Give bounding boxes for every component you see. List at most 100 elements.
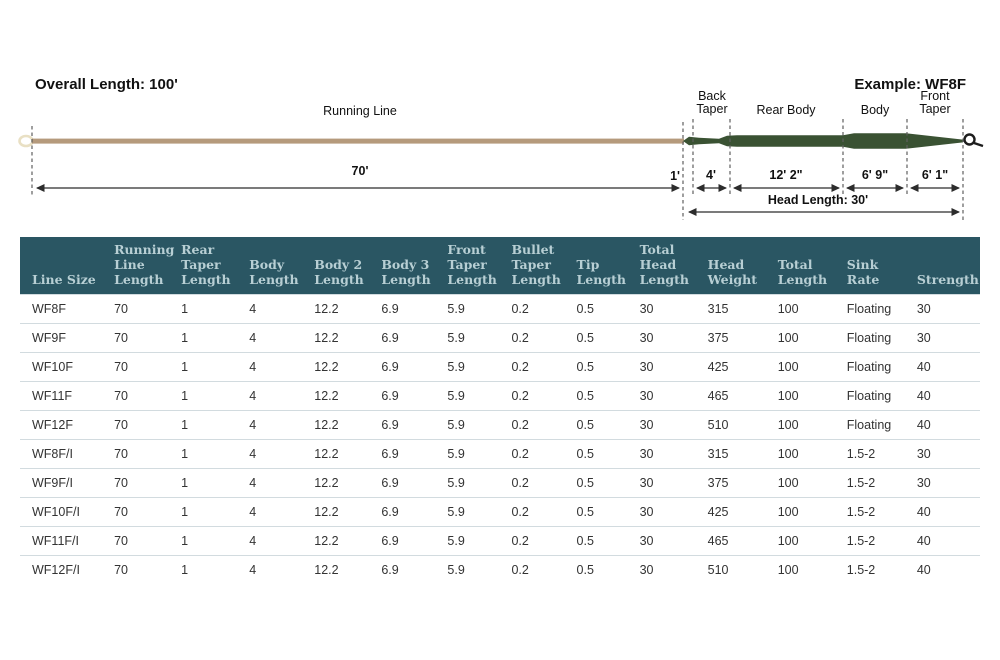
table-cell: 0.2 [499, 294, 565, 324]
table-cell: 30 [904, 323, 980, 353]
table-cell: 5.9 [435, 294, 500, 324]
table-cell: 40 [904, 381, 980, 411]
table-cell: 1 [169, 352, 238, 382]
column-header: Rear Taper Length [169, 237, 238, 295]
line-size-cell: WF10F [20, 352, 103, 382]
table-cell: 1 [169, 439, 238, 469]
table-cell: 100 [765, 555, 835, 584]
line-size-cell: WF12F/I [20, 555, 103, 584]
table-cell: 100 [765, 497, 835, 527]
table-cell: 0.2 [499, 526, 565, 556]
spec-table-header: Line Size Running Line Length Rear Taper L… [20, 237, 980, 295]
table-cell: 30 [627, 439, 696, 469]
line-size-cell: WF8F [20, 294, 103, 324]
table-row: WF11F 70 1 4 12.2 6.9 5.9 0.2 0.5 30 465 100 Floatin… [20, 381, 980, 411]
table-cell: 465 [695, 526, 766, 556]
table-cell: 0.2 [499, 352, 565, 382]
table-cell: 4 [237, 294, 303, 324]
table-cell: 40 [904, 497, 980, 527]
table-cell: 4 [237, 526, 303, 556]
table-cell: 5.9 [435, 410, 500, 440]
table-cell: 1.5-2 [834, 468, 905, 498]
table-cell: 1 [169, 381, 238, 411]
table-cell: 30 [627, 352, 696, 382]
table-cell: 70 [102, 468, 170, 498]
head-length-label: Head Length: 30' [767, 193, 869, 207]
table-cell: 12.2 [302, 381, 370, 411]
table-cell: 30 [904, 468, 980, 498]
table-cell: 5.9 [435, 497, 500, 527]
table-cell: Floating [834, 381, 905, 411]
table-cell: 0.2 [499, 555, 565, 584]
line-size-cell: WF11F [20, 381, 103, 411]
table-cell: 30 [627, 410, 696, 440]
table-cell: 30 [627, 555, 696, 584]
table-cell: 375 [695, 468, 766, 498]
column-header: Body Length [237, 237, 303, 295]
table-cell: 1 [169, 323, 238, 353]
table-cell: 0.2 [499, 410, 565, 440]
table-cell: 4 [237, 439, 303, 469]
column-header: Tip Length [564, 237, 628, 295]
table-cell: 0.5 [564, 497, 628, 527]
table-cell: 6.9 [369, 352, 436, 382]
running-line-shape [32, 138, 684, 144]
back-taper-label: Back Taper [696, 89, 728, 116]
table-cell: 70 [102, 352, 170, 382]
table-cell: 40 [904, 410, 980, 440]
overall-length-label: Overall Length: 100' [35, 76, 178, 93]
table-row: WF12F/I 70 1 4 12.2 6.9 5.9 0.2 0.5 30 510 100 1.5-2… [20, 555, 980, 584]
column-header: Line Size [20, 237, 103, 295]
table-cell: 4 [237, 497, 303, 527]
table-row: WF9F 70 1 4 12.2 6.9 5.9 0.2 0.5 30 375 100 Floating… [20, 323, 980, 353]
table-cell: 100 [765, 439, 835, 469]
table-cell: 1 [169, 294, 238, 324]
table-cell: 375 [695, 323, 766, 353]
line-size-cell: WF12F [20, 410, 103, 440]
table-cell: 6.9 [369, 497, 436, 527]
table-cell: 425 [695, 352, 766, 382]
front-taper-label: Front Taper [919, 89, 951, 116]
table-cell: 6.9 [369, 468, 436, 498]
table-cell: 5.9 [435, 323, 500, 353]
table-cell: 0.5 [564, 468, 628, 498]
table-cell: 70 [102, 410, 170, 440]
column-header: Head Weight [695, 237, 766, 295]
table-cell: 70 [102, 439, 170, 469]
head-shape [683, 133, 963, 149]
table-cell: 425 [695, 497, 766, 527]
table-row: WF8F/I 70 1 4 12.2 6.9 5.9 0.2 0.5 30 315 100 1.5-2 3… [20, 439, 980, 469]
table-cell: 4 [237, 410, 303, 440]
table-cell: 40 [904, 555, 980, 584]
table-cell: 12.2 [302, 410, 370, 440]
table-row: WF9F/I 70 1 4 12.2 6.9 5.9 0.2 0.5 30 375 100 1.5-2 3… [20, 468, 980, 498]
table-cell: 5.9 [435, 381, 500, 411]
tip-loop-tail [973, 141, 984, 148]
line-size-cell: WF8F/I [20, 439, 103, 469]
taper-diagram: Overall Length: 100' Example: WF8F Runni… [0, 0, 1000, 232]
table-cell: 12.2 [302, 352, 370, 382]
table-cell: 30 [627, 468, 696, 498]
table-cell: 0.5 [564, 439, 628, 469]
table-cell: 30 [627, 381, 696, 411]
table-cell: 12.2 [302, 555, 370, 584]
running-line-measurement: 70' [351, 164, 369, 178]
column-header: Total Length [765, 237, 835, 295]
table-row: WF12F 70 1 4 12.2 6.9 5.9 0.2 0.5 30 510 100 Floatin… [20, 410, 980, 440]
table-header-row: Line Size Running Line Length Rear Taper L… [20, 237, 980, 295]
table-cell: 30 [904, 439, 980, 469]
line-size-cell: WF9F [20, 323, 103, 353]
table-cell: 6.9 [369, 555, 436, 584]
table-cell: 0.2 [499, 497, 565, 527]
body-label: Body [860, 103, 890, 117]
table-cell: 1 [169, 497, 238, 527]
table-cell: 70 [102, 526, 170, 556]
table-cell: 70 [102, 381, 170, 411]
table-cell: 465 [695, 381, 766, 411]
running-line-label: Running Line [323, 104, 397, 118]
table-cell: 4 [237, 468, 303, 498]
table-cell: 100 [765, 294, 835, 324]
table-cell: 0.5 [564, 555, 628, 584]
table-cell: 1.5-2 [834, 497, 905, 527]
table-cell: 100 [765, 410, 835, 440]
